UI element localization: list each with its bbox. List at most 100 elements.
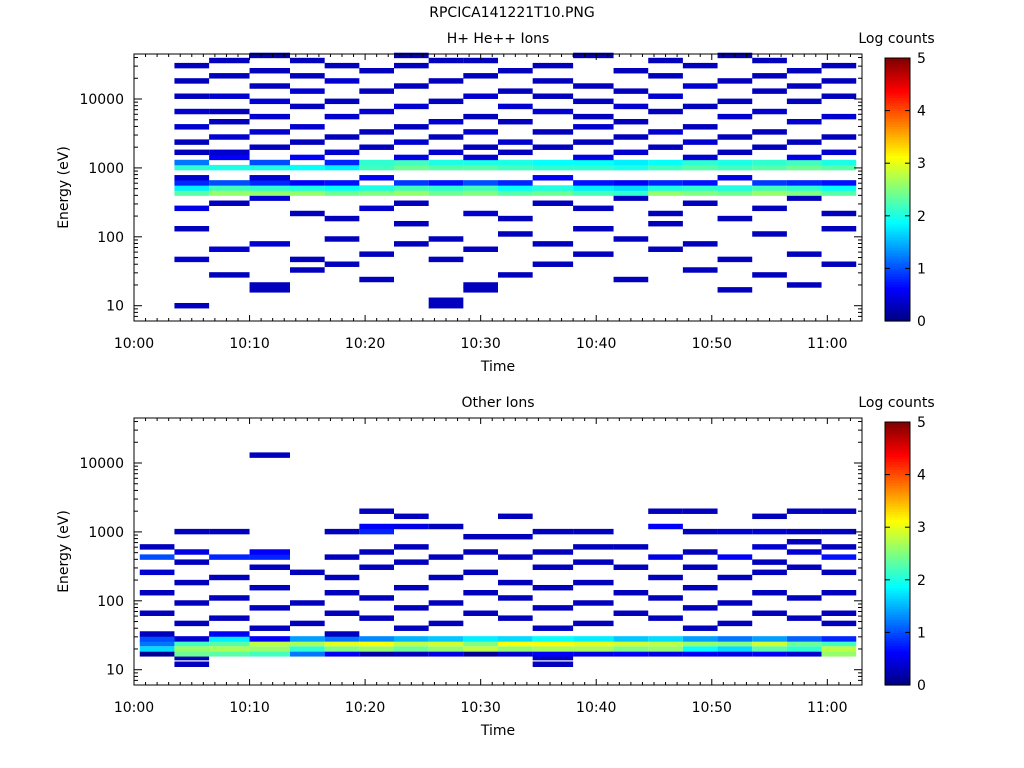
colorbar-segment: [885, 679, 910, 683]
spectrogram-cell: [498, 118, 533, 125]
spectrogram-cell: [249, 113, 290, 120]
spectrogram-cell: [428, 646, 464, 652]
spectrogram-cell: [821, 261, 857, 267]
colorbar-segment: [885, 506, 910, 510]
colorbar-segment: [885, 155, 910, 159]
spectrogram-cell: [717, 620, 753, 627]
colorbar-segment: [885, 263, 910, 267]
spectrogram-cell: [249, 605, 290, 611]
x-tick-label: 10:20: [345, 336, 385, 352]
spectrogram-cell: [463, 651, 498, 657]
spectrogram-cell: [324, 640, 360, 647]
spectrogram-cell: [786, 185, 822, 191]
spectrogram-cell: [324, 590, 360, 596]
spectrogram-cell: [324, 215, 360, 222]
x-axis-label: Time: [480, 359, 515, 375]
spectrogram-cell: [786, 251, 822, 257]
spectrogram-cell: [821, 590, 857, 596]
spectrogram-cell: [359, 251, 394, 257]
colorbar-segment: [885, 144, 910, 149]
spectrogram-panel-2: 10:00 10:10 10:20 10:30 10:40 10:50 11:0010100…: [56, 395, 935, 739]
spectrogram-cell: [682, 528, 718, 535]
colorbar-segment: [885, 456, 910, 460]
colorbar-segment: [885, 443, 910, 447]
spectrogram-cell: [752, 651, 787, 657]
spectrogram-cell: [324, 62, 360, 69]
spectrogram-cell: [821, 508, 857, 514]
colorbar-segment: [885, 302, 910, 306]
spectrogram-cell: [324, 113, 360, 120]
colorbar-segment: [885, 79, 910, 83]
spectrogram-cell: [394, 559, 429, 565]
spectrogram-cell: [428, 636, 464, 642]
spectrogram-cell: [648, 190, 683, 196]
spectrogram-cell: [463, 590, 498, 596]
spectrogram-cell: [209, 57, 250, 64]
spectrogram-cell: [249, 646, 290, 652]
y-tick-label: 100: [97, 594, 124, 610]
spectrogram-cell: [648, 651, 683, 657]
spectrogram-cell: [324, 149, 360, 156]
spectrogram-cell: [717, 98, 753, 105]
spectrogram-cell: [209, 631, 250, 637]
spectrogram-cell: [394, 154, 429, 161]
spectrogram-cell: [613, 544, 649, 550]
colorbar-segment: [885, 598, 910, 602]
spectrogram-cell: [682, 62, 718, 69]
spectrogram-cell: [532, 200, 574, 206]
colorbar-segment: [885, 656, 910, 660]
colorbar-segment: [885, 163, 910, 167]
colorbar-segment: [885, 223, 910, 227]
colorbar-segment: [885, 89, 910, 93]
colorbar-segment: [885, 252, 910, 256]
spectrogram-cell: [613, 68, 649, 74]
spectrogram-cell: [648, 595, 683, 601]
x-tick-label: 10:10: [229, 336, 269, 352]
spectrogram-cell: [682, 549, 718, 555]
colorbar-segment: [885, 422, 910, 426]
spectrogram-cell: [498, 139, 533, 145]
spectrogram-cell: [324, 78, 360, 84]
spectrogram-cell: [532, 185, 574, 191]
colorbar-segment: [885, 184, 910, 188]
spectrogram-cell: [359, 164, 394, 171]
spectrogram-cell: [613, 159, 649, 166]
colorbar-segment: [885, 58, 910, 62]
spectrogram-cell: [249, 640, 290, 647]
spectrogram-cell: [573, 251, 614, 257]
spectrogram-cell: [249, 452, 290, 458]
spectrogram-cell: [786, 636, 822, 642]
y-tick-label: 1000: [88, 525, 124, 541]
spectrogram-cell: [249, 175, 290, 181]
spectrogram-cell: [717, 134, 753, 140]
spectrogram-cell: [682, 139, 718, 145]
spectrogram-cell: [174, 302, 210, 309]
spectrogram-cell: [324, 164, 360, 171]
spectrogram-cell: [290, 569, 325, 576]
colorbar-segment: [885, 669, 910, 673]
spectrogram-cell: [532, 108, 574, 115]
spectrogram-cell: [174, 180, 210, 186]
colorbar-segment: [885, 632, 910, 636]
spectrogram-cell: [682, 159, 718, 166]
colorbar-segment: [885, 152, 910, 156]
spectrogram-cell: [463, 636, 498, 642]
spectrogram-cell: [463, 154, 498, 161]
spectrogram-cell: [498, 190, 533, 196]
spectrogram-cell: [359, 615, 394, 621]
spectrogram-cell: [648, 508, 683, 514]
colorbar-segment: [885, 537, 910, 541]
spectrogram-cell: [139, 590, 175, 596]
spectrogram-cell: [209, 190, 250, 196]
spectrogram-cell: [174, 559, 210, 565]
colorbar-segment: [885, 84, 910, 88]
colorbar-segment: [885, 197, 910, 201]
spectrogram-cell: [717, 159, 753, 166]
spectrogram-cell: [394, 513, 429, 520]
spectrogram-cell: [359, 508, 394, 514]
spectrogram-cell: [532, 129, 574, 135]
spectrogram-cell: [174, 149, 210, 156]
colorbar-frame: [884, 57, 911, 322]
spectrogram-cell: [717, 175, 753, 181]
